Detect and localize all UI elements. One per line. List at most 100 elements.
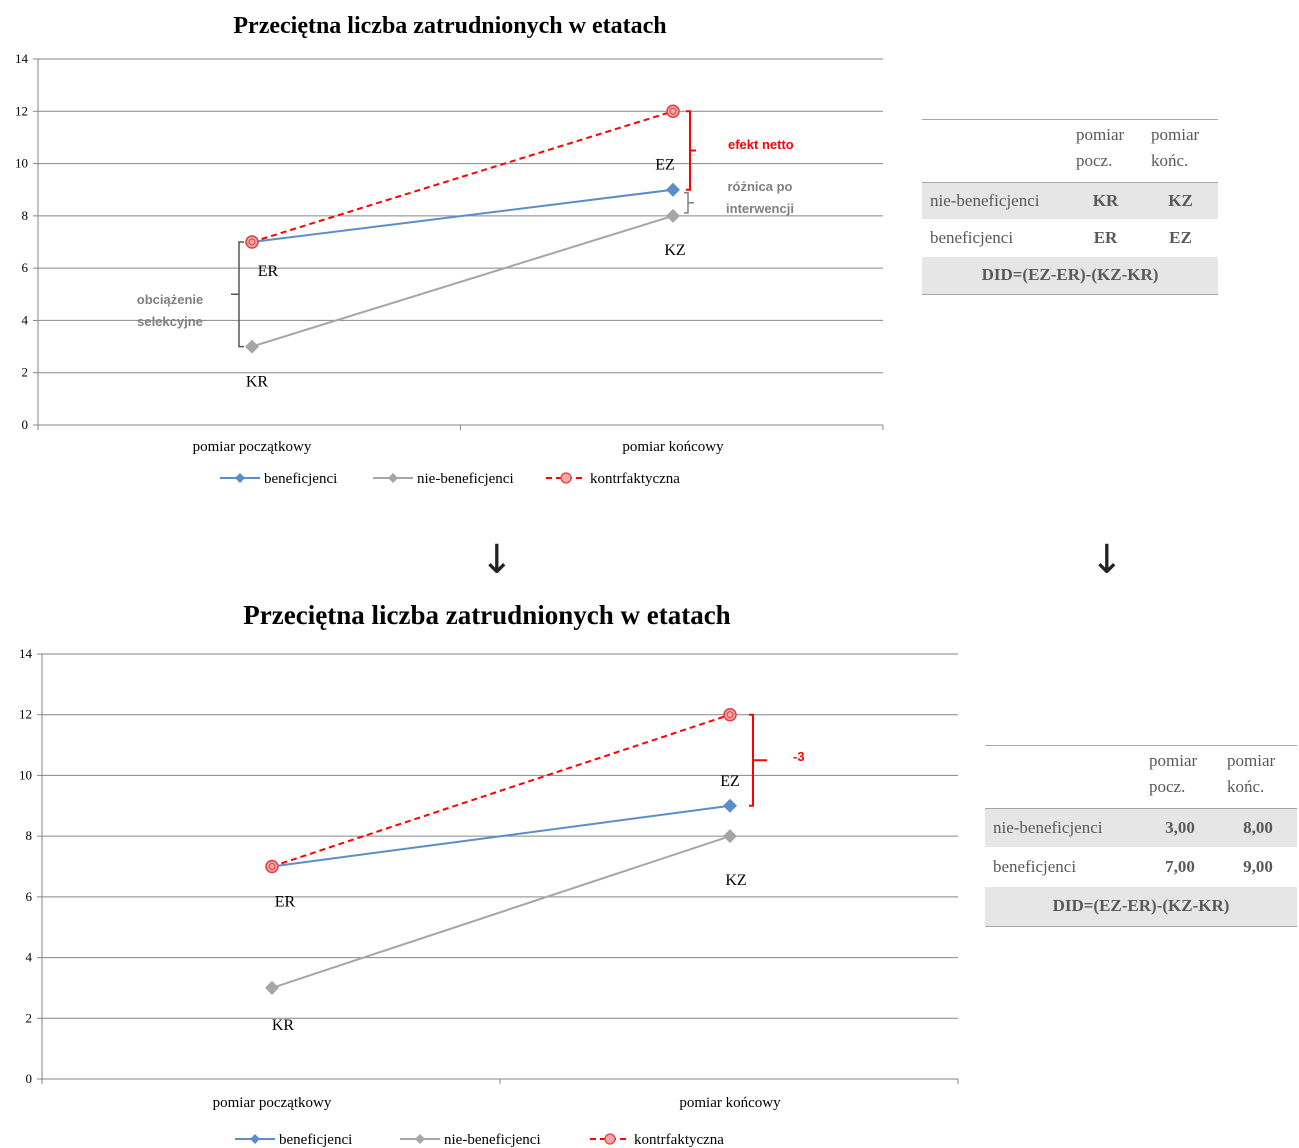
y-tick-label: 10	[15, 156, 28, 171]
y-tick-label: 8	[26, 828, 33, 843]
legend-marker-kontrfaktyczna	[604, 1133, 616, 1145]
y-tick-label: 12	[19, 707, 32, 722]
row-label: nie-beneficjenci	[930, 190, 1040, 210]
chart-2: Przeciętna liczba zatrudnionych w etatac…	[19, 600, 959, 1148]
point-label-KR: KR	[272, 1017, 295, 1034]
data-point-nie-beneficjenci	[245, 339, 259, 354]
row-label: beneficjenci	[993, 856, 1077, 876]
y-tick-label: 2	[26, 1010, 33, 1025]
legend-marker-nie-beneficjenci	[415, 1134, 425, 1144]
data-point-inner	[268, 863, 276, 870]
table-row: beneficjenci ER EZ	[922, 219, 1218, 257]
point-label-EZ: EZ	[655, 157, 675, 174]
selection-bias-label-2: selekcyjne	[137, 314, 203, 329]
diff-after-label-1: różnica po	[727, 179, 792, 194]
formula-row: DID=(EZ-ER)-(KZ-KR)	[922, 256, 1218, 295]
did-formula: DID=(EZ-ER)-(KZ-KR)	[981, 265, 1159, 285]
data-point-kontrfaktyczna	[666, 104, 680, 119]
series-line-kontrfaktyczna	[251, 110, 674, 243]
y-tick-label: 14	[19, 646, 33, 661]
net-effect-bracket	[749, 713, 767, 807]
point-label-KZ: KZ	[664, 242, 685, 259]
data-point-beneficjenci	[723, 798, 737, 813]
cell-value: 3,00	[1165, 817, 1195, 837]
y-tick-label: 14	[15, 51, 29, 66]
cell-value: KR	[1092, 190, 1119, 210]
point-label-ER: ER	[258, 263, 279, 280]
series-line-nie-beneficjenci	[271, 835, 731, 989]
y-tick-label: 10	[19, 767, 32, 782]
y-tick-label: 4	[22, 312, 29, 327]
y-tick-label: 12	[15, 103, 28, 118]
series-line-nie-beneficjenci	[251, 214, 674, 348]
data-point-nie-beneficjenci	[723, 829, 737, 844]
col-header-konc-l2: końc.	[1227, 777, 1265, 796]
selection-bias-label-1: obciążenie	[137, 292, 203, 307]
y-tick-label: 0	[22, 417, 29, 432]
data-point-kontrfaktyczna	[245, 235, 259, 249]
did-table-symbolic: pomiar pocz. pomiar końc. nie-beneficjenci…	[922, 119, 1218, 295]
table-row: nie-beneficjenci 3,00 8,00	[985, 808, 1297, 847]
col-header-konc-l1: pomiar	[1151, 125, 1200, 144]
data-point-inner	[726, 711, 734, 719]
legend-label-beneficjenci: beneficjenci	[279, 1132, 352, 1148]
cell-value: 9,00	[1243, 856, 1273, 876]
did-formula: DID=(EZ-ER)-(KZ-KR)	[1052, 896, 1230, 916]
down-arrow-icon: ↓	[480, 537, 514, 583]
point-label-KR: KR	[246, 374, 269, 391]
data-point-inner	[669, 107, 677, 115]
cell-value: 7,00	[1165, 856, 1195, 876]
legend-label-nie-beneficjenci: nie-beneficjenci	[417, 471, 514, 487]
chart-1: Przeciętna liczba zatrudnionych w etatac…	[15, 13, 884, 487]
net-effect-label: efekt netto	[728, 137, 794, 152]
cell-value: 8,00	[1243, 817, 1273, 837]
x-tick-label: pomiar początkowy	[213, 1095, 332, 1111]
down-arrow-icon: ↓	[1090, 537, 1124, 583]
y-tick-label: 6	[22, 260, 29, 275]
chart-title: Przeciętna liczba zatrudnionych w etatac…	[233, 13, 666, 39]
data-point-nie-beneficjenci	[265, 980, 279, 995]
legend-marker-beneficjenci	[235, 473, 245, 483]
x-tick-label: pomiar końcowy	[622, 439, 724, 455]
col-header-konc: pomiar końc.	[1143, 120, 1218, 183]
table-row: nie-beneficjenci KR KZ	[922, 182, 1218, 219]
series-line-beneficjenci	[251, 188, 674, 243]
y-tick-label: 8	[22, 208, 29, 223]
col-header-konc-l2: końc.	[1151, 151, 1189, 170]
row-label: nie-beneficjenci	[993, 817, 1103, 837]
col-header-konc: pomiar końc.	[1219, 746, 1297, 809]
net-effect-bracket	[686, 110, 696, 191]
y-tick-label: 4	[26, 950, 33, 965]
series-line-beneficjenci	[271, 804, 731, 868]
legend-marker-nie-beneficjenci	[388, 473, 398, 483]
chart-title: Przeciętna liczba zatrudnionych w etatac…	[243, 600, 730, 630]
series-line-kontrfaktyczna	[271, 713, 731, 868]
y-tick-label: 0	[26, 1071, 33, 1086]
col-header-pocz-l1: pomiar	[1076, 125, 1125, 144]
point-label-ER: ER	[275, 894, 296, 911]
cell-value: KZ	[1168, 190, 1193, 210]
data-point-kontrfaktyczna	[265, 859, 279, 874]
col-header-pocz-l2: pocz.	[1149, 777, 1186, 796]
selection-bias-bracket	[231, 241, 244, 348]
table-row: beneficjenci 7,00 9,00	[985, 847, 1297, 887]
point-label-KZ: KZ	[725, 872, 746, 889]
data-point-beneficjenci	[666, 182, 680, 197]
data-point-inner	[248, 238, 256, 246]
col-header-pocz: pomiar pocz.	[1141, 746, 1219, 809]
formula-row: DID=(EZ-ER)-(KZ-KR)	[985, 886, 1297, 927]
cell-value: ER	[1093, 227, 1118, 247]
legend-label-beneficjenci: beneficjenci	[264, 471, 337, 487]
x-tick-label: pomiar początkowy	[193, 439, 312, 455]
diff-after-label-2: interwencji	[726, 201, 794, 216]
col-header-konc-l1: pomiar	[1227, 751, 1276, 770]
row-label: beneficjenci	[930, 227, 1014, 247]
did-table-numeric: pomiar pocz. pomiar końc. nie-beneficjenci…	[985, 745, 1297, 927]
net-effect-label: -3	[793, 749, 805, 764]
y-tick-label: 6	[26, 889, 33, 904]
legend-label-nie-beneficjenci: nie-beneficjenci	[444, 1132, 541, 1148]
col-header-pocz: pomiar pocz.	[1068, 120, 1143, 183]
col-header-pocz-l2: pocz.	[1076, 151, 1113, 170]
diff-after-bracket	[684, 191, 694, 214]
